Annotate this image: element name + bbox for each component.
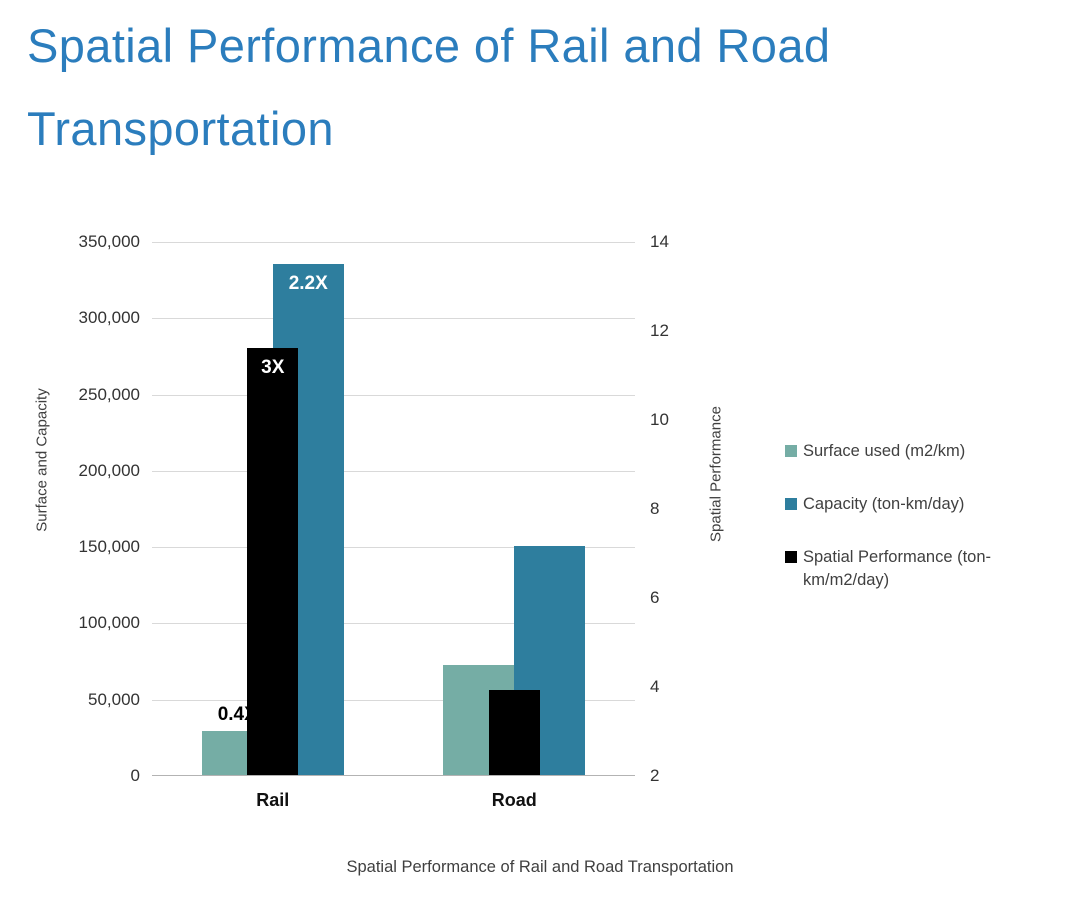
gridline xyxy=(152,623,635,625)
legend-swatch-icon xyxy=(785,498,797,510)
plot-area: 0.4X 2.2X 3X xyxy=(152,242,635,776)
gridline xyxy=(152,318,635,320)
gridline xyxy=(152,547,635,549)
bar-spatial-road xyxy=(488,690,540,775)
legend: Surface used (m2/km) Capacity (ton-km/day… xyxy=(785,440,1015,622)
left-axis-tick: 150,000 xyxy=(78,537,140,557)
left-axis-tick: 100,000 xyxy=(78,613,140,633)
x-axis-label-rail: Rail xyxy=(256,790,290,810)
bar-label-spatial-rail: 3X xyxy=(261,356,285,378)
right-axis-tick: 14 xyxy=(650,232,669,251)
x-axis-labels: Rail Road xyxy=(152,790,635,816)
left-axis-tick: 250,000 xyxy=(78,384,140,404)
right-axis-tick: 10 xyxy=(650,410,669,429)
legend-item: Capacity (ton-km/day) xyxy=(785,493,1015,516)
gridline xyxy=(152,699,635,701)
right-axis-title: Spatial Performance xyxy=(707,406,725,542)
x-axis-label-road: Road xyxy=(491,790,537,810)
bar-label-surface-rail: 0.4X xyxy=(217,703,257,725)
left-axis-tick: 50,000 xyxy=(88,689,140,709)
legend-swatch-icon xyxy=(785,551,797,563)
right-axis-tick: 12 xyxy=(650,321,669,340)
left-axis-tick: 300,000 xyxy=(78,308,140,328)
gridline xyxy=(152,470,635,472)
gridline xyxy=(152,394,635,396)
chart-caption: Spatial Performance of Rail and Road Tra… xyxy=(346,858,734,876)
left-axis-tick: 200,000 xyxy=(78,460,140,480)
legend-label: Spatial Performance (ton-km/m2/day) xyxy=(803,548,992,589)
page-title-line-1: Spatial Performance of Rail and Road xyxy=(27,19,831,72)
legend-swatch-icon xyxy=(785,445,797,457)
legend-item: Surface used (m2/km) xyxy=(785,440,1015,463)
page-title: Spatial Performance of Rail and Road Tra… xyxy=(27,4,830,170)
legend-item: Spatial Performance (ton-km/m2/day) xyxy=(785,546,1015,592)
left-axis-tick: 350,000 xyxy=(78,232,140,251)
left-axis-ticks: 0 50,000 100,000 150,000 200,000 250,000 300,0… xyxy=(30,232,140,785)
legend-label: Surface used (m2/km) xyxy=(803,442,966,460)
gridline xyxy=(152,242,635,243)
legend-label: Capacity (ton-km/day) xyxy=(803,495,965,513)
page-title-line-2: Transportation xyxy=(27,102,334,155)
right-axis-tick: 2 xyxy=(650,766,660,785)
left-axis-tick: 0 xyxy=(130,766,140,785)
right-axis-tick: 6 xyxy=(650,588,660,607)
right-axis-tick: 4 xyxy=(650,677,660,696)
bar-spatial-rail: 3X xyxy=(247,347,299,775)
right-axis-ticks: 2 4 6 8 10 12 14 xyxy=(650,232,710,785)
right-axis-tick: 8 xyxy=(650,499,660,518)
bar-label-capacity-rail: 2.2X xyxy=(288,272,328,294)
